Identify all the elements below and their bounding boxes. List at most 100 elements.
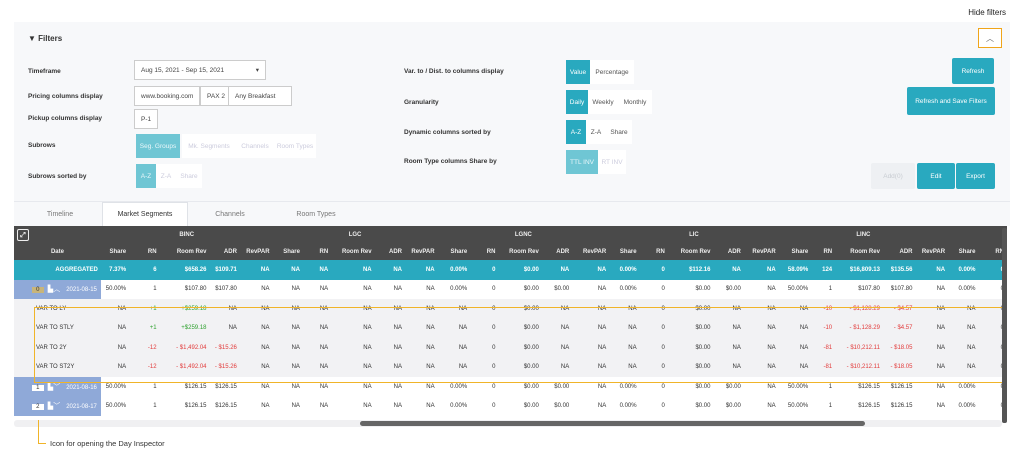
day-inspector-icon[interactable]: ▙ xyxy=(47,383,54,391)
granularity-daily[interactable]: Daily xyxy=(566,90,588,114)
subrows-mk-segments[interactable]: Mk. Segments xyxy=(182,134,236,158)
tab-timeline[interactable]: Timeline xyxy=(46,210,74,218)
vertical-scrollbar[interactable] xyxy=(1002,228,1007,423)
dynamic-share[interactable]: Share xyxy=(606,120,632,144)
roomtype-rt-inv[interactable]: RT INV xyxy=(598,150,626,174)
tab-channels[interactable]: Channels xyxy=(215,210,245,218)
cell: $107.80 xyxy=(215,286,237,293)
cell: NA xyxy=(239,318,273,338)
scrollbar-thumb[interactable] xyxy=(360,421,865,426)
chevron-down-icon[interactable]: ﹀ xyxy=(53,383,61,391)
cell: NA xyxy=(915,338,949,358)
cell: NA xyxy=(572,299,610,319)
cell: +$259.18 xyxy=(159,299,210,319)
edit-button[interactable]: Edit xyxy=(917,163,955,189)
refresh-button[interactable]: Refresh xyxy=(952,58,994,84)
subrows-seg-groups[interactable]: Seg. Groups xyxy=(136,134,180,158)
data-grid: ⤢ BINC LGC LGNC LIC LINC Date Share RN Room Rev AD… xyxy=(14,226,1007,426)
granularity-monthly[interactable]: Monthly xyxy=(618,90,652,114)
granularity-weekly[interactable]: Weekly xyxy=(588,90,618,114)
cell: 0 xyxy=(492,383,496,390)
chevron-up-icon: ︿ xyxy=(986,33,994,43)
column-header[interactable]: RN xyxy=(302,243,332,260)
cell: 0.00% xyxy=(450,286,468,293)
expand-icon[interactable]: ⤢ xyxy=(17,228,29,241)
cell: NA xyxy=(100,338,130,358)
cell: 0.00% xyxy=(450,383,468,390)
column-header[interactable]: ADR xyxy=(713,243,744,260)
cell: $0.00 xyxy=(498,260,542,280)
roomtype-ttl-inv[interactable]: TTL INV xyxy=(566,150,598,174)
pickup-select[interactable]: P-1 xyxy=(134,109,159,129)
column-header[interactable]: ADR xyxy=(541,243,573,260)
column-header[interactable]: Room Rev xyxy=(498,243,542,260)
day-inspector-icon[interactable]: ▙ xyxy=(47,286,54,294)
column-header[interactable]: Share xyxy=(948,243,979,260)
tab-room-types[interactable]: Room Types xyxy=(296,210,336,218)
column-header[interactable]: ADR xyxy=(209,243,240,260)
export-button[interactable]: Export xyxy=(956,163,995,189)
pricing-channel-select[interactable]: www.booking.com xyxy=(134,86,201,106)
day-inspector-icon[interactable]: ▙ xyxy=(47,403,54,411)
subrows-channels[interactable]: Channels xyxy=(236,134,274,158)
refresh-save-button[interactable]: Refresh and Save Filters xyxy=(907,87,995,115)
column-header[interactable]: RN xyxy=(129,243,160,260)
cell: NA xyxy=(302,299,332,319)
subsort-az[interactable]: A-Z xyxy=(136,164,156,188)
timeframe-select[interactable]: Aug 15, 2021 - Sep 15, 2021 ▾ xyxy=(134,60,266,80)
column-header[interactable]: RN xyxy=(639,243,668,260)
column-header[interactable]: ADR xyxy=(374,243,406,260)
cell: NA xyxy=(541,299,573,319)
var-percentage-toggle[interactable]: Percentage xyxy=(590,60,634,84)
day-cell[interactable]: 1 ▙ ﹀ 2021-08-16 xyxy=(14,377,101,397)
day-cell[interactable]: 0 ▙ ︿ 2021-08-15 xyxy=(14,279,101,299)
cell: $0.00 xyxy=(554,286,570,293)
column-header[interactable]: Date xyxy=(14,243,101,260)
column-header[interactable]: Share xyxy=(272,243,303,260)
column-header[interactable]: Room Rev xyxy=(835,243,883,260)
var-value-toggle[interactable]: Value xyxy=(566,60,590,84)
cell: NA xyxy=(743,318,779,338)
dynamic-za[interactable]: Z-A xyxy=(586,120,606,144)
cell: NA xyxy=(319,286,329,293)
column-header[interactable]: Room Rev xyxy=(159,243,210,260)
column-header[interactable]: ADR xyxy=(882,243,916,260)
column-header[interactable]: RevPAR xyxy=(572,243,610,260)
day-row: 1 ▙ ﹀ 2021-08-16 50.00% 1 $126.15 $126.15 NA NA N… xyxy=(14,377,1007,397)
column-header[interactable]: RevPAR xyxy=(239,243,273,260)
column-header[interactable]: RevPAR xyxy=(405,243,438,260)
cell: NA xyxy=(609,338,640,358)
column-header[interactable]: RN xyxy=(470,243,499,260)
column-header[interactable]: Room Rev xyxy=(667,243,714,260)
cell: NA xyxy=(437,338,471,358)
column-header[interactable]: Room Rev xyxy=(331,243,375,260)
chevron-up-icon[interactable]: ︿ xyxy=(53,286,61,294)
cell: NA xyxy=(393,286,403,293)
day-cell[interactable]: 2 ▙ ﹀ 2021-08-17 xyxy=(14,396,101,416)
cell: - $15.26 xyxy=(209,357,240,377)
horizontal-scrollbar[interactable] xyxy=(14,420,1002,427)
cell: NA xyxy=(291,403,300,410)
row-number: 2 xyxy=(31,404,44,411)
subrows-room-types[interactable]: Room Types xyxy=(274,134,316,158)
column-header[interactable]: RN xyxy=(811,243,836,260)
collapse-filters-button[interactable]: ︿ xyxy=(978,28,1002,48)
cell: NA xyxy=(426,403,435,410)
cell: 0.00% xyxy=(619,403,637,410)
column-header[interactable]: Share xyxy=(437,243,471,260)
dynamic-az[interactable]: A-Z xyxy=(566,120,586,144)
column-header[interactable]: RN xyxy=(978,243,1007,260)
add-button[interactable]: Add(0) xyxy=(871,163,915,189)
cell: NA xyxy=(239,299,273,319)
column-header[interactable]: Share xyxy=(100,243,130,260)
tab-market-segments[interactable]: Market Segments xyxy=(102,202,188,226)
subsort-share[interactable]: Share xyxy=(176,164,202,188)
subsort-za[interactable]: Z-A xyxy=(156,164,176,188)
pricing-meal-select[interactable]: Any Breakfast xyxy=(228,86,292,106)
cell: NA xyxy=(239,260,273,280)
column-header[interactable]: Share xyxy=(609,243,640,260)
column-header[interactable]: RevPAR xyxy=(743,243,779,260)
chevron-down-icon[interactable]: ﹀ xyxy=(53,403,61,411)
column-header[interactable]: Share xyxy=(778,243,812,260)
column-header[interactable]: RevPAR xyxy=(915,243,949,260)
